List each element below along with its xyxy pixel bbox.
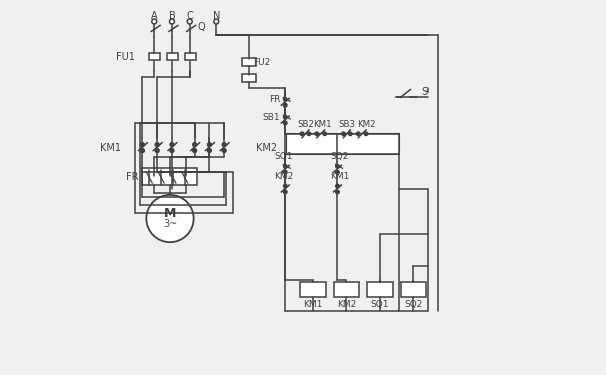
Circle shape [364, 132, 368, 136]
Text: SB3: SB3 [339, 120, 356, 129]
Text: C: C [186, 10, 193, 21]
Text: KM2: KM2 [357, 120, 375, 129]
Circle shape [342, 132, 345, 136]
Bar [242, 74, 256, 82]
Circle shape [336, 165, 339, 168]
Text: SQ1: SQ1 [371, 300, 389, 309]
Circle shape [284, 121, 287, 125]
Text: A: A [151, 10, 158, 21]
Text: SQ2: SQ2 [330, 152, 348, 161]
Circle shape [284, 184, 287, 188]
Bar [401, 282, 426, 297]
Bar [286, 133, 399, 154]
Bar [185, 53, 196, 60]
Circle shape [170, 142, 174, 147]
Circle shape [152, 19, 157, 24]
Circle shape [222, 142, 226, 147]
Text: KM2: KM2 [256, 142, 277, 153]
Circle shape [348, 132, 352, 136]
Text: KM1: KM1 [330, 172, 349, 181]
Circle shape [170, 19, 175, 24]
Circle shape [336, 190, 339, 194]
Circle shape [147, 195, 194, 242]
Text: FR: FR [126, 172, 139, 182]
Bar [167, 53, 178, 60]
Circle shape [193, 142, 196, 147]
Circle shape [284, 190, 287, 194]
Text: KM1: KM1 [303, 300, 322, 309]
Text: SQ1: SQ1 [274, 152, 293, 161]
Text: SB1: SB1 [263, 112, 281, 122]
Circle shape [336, 184, 339, 188]
Circle shape [284, 115, 287, 119]
Text: 3~: 3~ [163, 219, 177, 230]
Circle shape [207, 142, 211, 147]
Circle shape [300, 132, 304, 136]
Bar [367, 282, 393, 297]
Text: FU2: FU2 [253, 58, 270, 68]
Circle shape [315, 132, 319, 136]
Text: KM1: KM1 [100, 142, 121, 153]
Text: KM2: KM2 [337, 300, 356, 309]
Circle shape [307, 132, 311, 136]
Bar [149, 53, 160, 60]
Circle shape [207, 148, 211, 153]
Circle shape [141, 142, 144, 147]
Bar [242, 58, 256, 66]
Text: FR: FR [269, 95, 281, 104]
Circle shape [214, 19, 219, 24]
Circle shape [323, 132, 327, 136]
Bar [300, 282, 325, 297]
Bar [142, 168, 196, 185]
Circle shape [155, 148, 159, 153]
Circle shape [284, 98, 287, 101]
Text: N: N [213, 10, 220, 21]
Text: M: M [164, 207, 176, 220]
Circle shape [187, 19, 192, 24]
Text: S: S [421, 87, 427, 98]
Text: KM1: KM1 [313, 120, 332, 129]
Circle shape [193, 148, 196, 153]
Circle shape [222, 148, 226, 153]
Circle shape [155, 142, 159, 147]
Text: KM2: KM2 [274, 172, 293, 181]
Text: B: B [168, 10, 175, 21]
Circle shape [284, 171, 287, 174]
Circle shape [284, 104, 287, 107]
Text: Q: Q [198, 22, 205, 32]
Circle shape [170, 148, 174, 153]
Text: SB2: SB2 [298, 120, 315, 129]
Circle shape [356, 132, 360, 136]
Text: FU1: FU1 [116, 52, 135, 62]
Circle shape [141, 148, 144, 153]
Bar [333, 282, 359, 297]
Circle shape [284, 165, 287, 168]
Text: SQ2: SQ2 [404, 300, 422, 309]
Circle shape [336, 171, 339, 174]
